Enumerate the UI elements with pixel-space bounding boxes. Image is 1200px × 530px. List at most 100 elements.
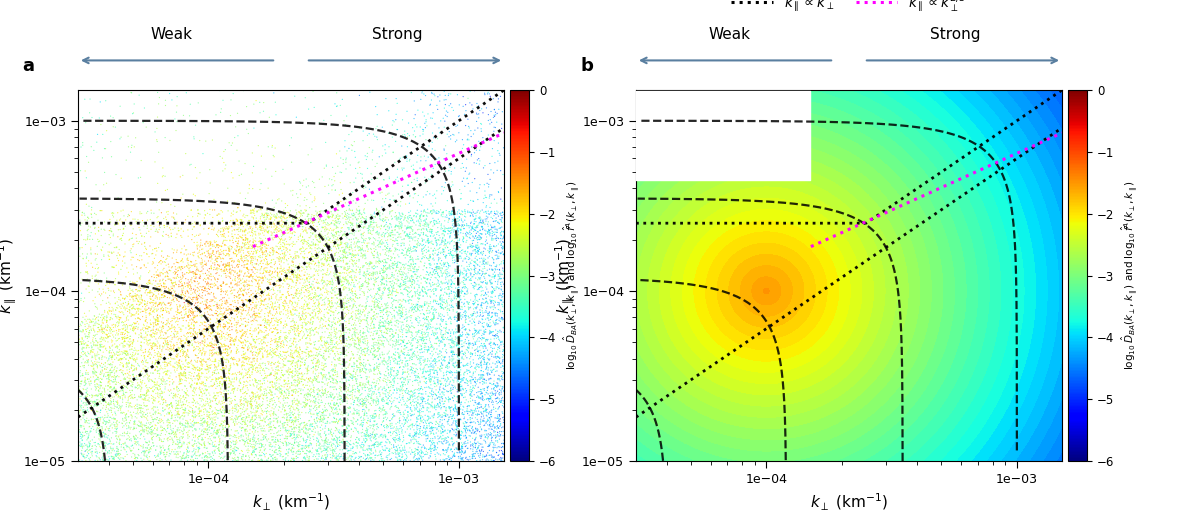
- Point: [175, 348, 194, 356]
- Point: [450, 297, 469, 305]
- Point: [406, 270, 425, 279]
- Point: [266, 435, 286, 444]
- Point: [494, 386, 514, 395]
- Point: [322, 441, 341, 450]
- Point: [216, 225, 235, 233]
- Point: [256, 263, 275, 272]
- Point: [241, 223, 260, 231]
- Point: [281, 365, 300, 373]
- Point: [139, 397, 158, 405]
- Point: [374, 280, 394, 289]
- Point: [142, 326, 161, 334]
- Point: [492, 235, 511, 243]
- Point: [462, 429, 481, 437]
- Point: [446, 406, 466, 414]
- Point: [77, 351, 96, 360]
- Point: [234, 436, 253, 444]
- Point: [94, 438, 113, 446]
- Point: [354, 361, 373, 369]
- Point: [238, 260, 257, 268]
- Point: [445, 449, 464, 457]
- Point: [344, 251, 364, 259]
- Point: [280, 269, 299, 277]
- Point: [434, 260, 454, 269]
- Point: [479, 401, 498, 409]
- Point: [434, 391, 454, 399]
- Point: [134, 104, 154, 112]
- Point: [488, 343, 508, 351]
- Point: [271, 295, 290, 304]
- Point: [323, 431, 342, 439]
- Point: [73, 452, 92, 460]
- Point: [382, 368, 401, 376]
- Point: [449, 262, 468, 270]
- Point: [287, 289, 306, 298]
- Point: [372, 295, 391, 304]
- Point: [317, 346, 336, 354]
- Point: [433, 227, 452, 236]
- Point: [494, 259, 514, 267]
- Point: [164, 384, 184, 393]
- Point: [134, 218, 154, 227]
- Point: [379, 275, 398, 283]
- Point: [283, 215, 302, 224]
- Point: [232, 369, 251, 378]
- Point: [307, 375, 326, 384]
- Point: [254, 321, 274, 330]
- Point: [187, 312, 206, 320]
- Point: [389, 303, 408, 312]
- Point: [200, 253, 220, 262]
- Point: [77, 414, 96, 422]
- Point: [412, 211, 431, 219]
- Point: [389, 333, 408, 342]
- Point: [443, 181, 462, 189]
- Point: [328, 299, 347, 308]
- Point: [157, 448, 176, 456]
- Point: [394, 238, 413, 247]
- Point: [472, 366, 491, 375]
- Point: [451, 386, 470, 394]
- Point: [276, 297, 295, 305]
- Point: [463, 239, 482, 248]
- Point: [480, 296, 499, 304]
- Point: [382, 394, 401, 402]
- Point: [179, 430, 198, 439]
- Point: [364, 271, 383, 280]
- Point: [432, 225, 451, 233]
- Point: [480, 244, 499, 253]
- Point: [398, 290, 418, 299]
- Point: [481, 242, 500, 251]
- Point: [358, 391, 377, 400]
- Point: [371, 391, 390, 399]
- Point: [316, 294, 335, 303]
- Point: [344, 410, 364, 419]
- Point: [478, 302, 497, 311]
- Point: [367, 352, 386, 360]
- Point: [302, 448, 322, 457]
- Point: [350, 266, 370, 274]
- Point: [295, 360, 314, 369]
- Point: [416, 215, 436, 223]
- Point: [376, 255, 395, 264]
- Point: [185, 338, 204, 346]
- Point: [397, 316, 416, 325]
- Point: [442, 383, 461, 392]
- Point: [482, 435, 502, 443]
- Point: [78, 390, 97, 399]
- Point: [106, 451, 125, 460]
- Point: [380, 261, 400, 269]
- Point: [157, 457, 176, 465]
- Point: [176, 336, 196, 344]
- Point: [288, 326, 307, 335]
- Point: [248, 346, 268, 354]
- Point: [232, 370, 251, 379]
- Point: [203, 417, 222, 426]
- Point: [467, 109, 486, 118]
- Point: [148, 88, 167, 96]
- Point: [353, 365, 372, 373]
- Point: [482, 289, 502, 297]
- Point: [434, 456, 454, 464]
- Point: [438, 258, 457, 267]
- Point: [220, 305, 239, 313]
- Point: [236, 295, 256, 304]
